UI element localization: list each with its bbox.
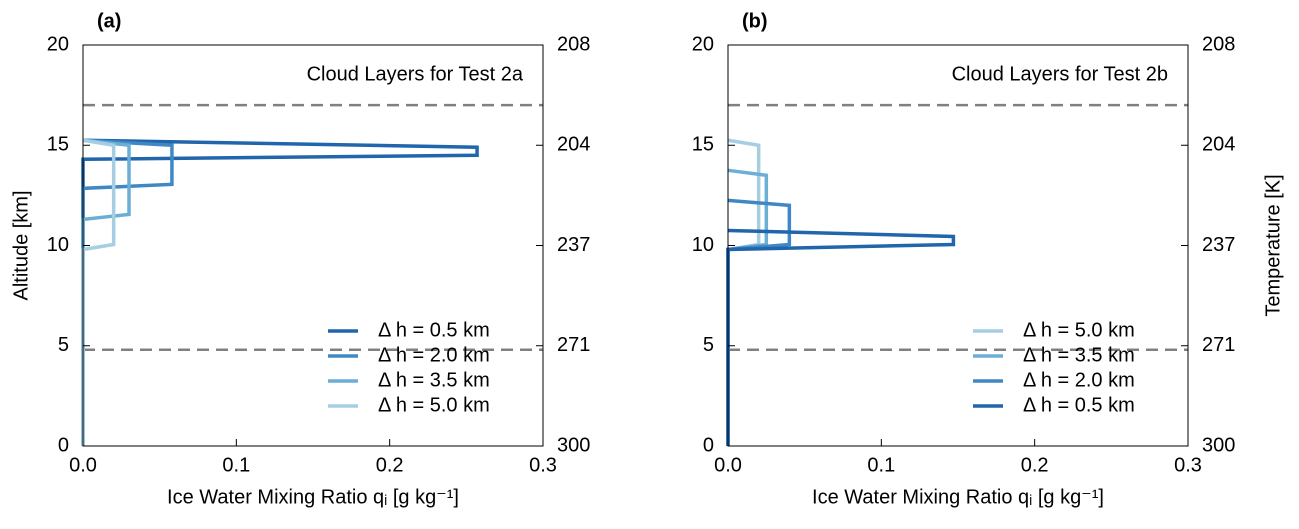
y-tick-label: 0 — [703, 434, 714, 456]
y-tick-label: 10 — [692, 234, 714, 256]
line — [726, 138, 761, 446]
x-tick-label: 0.3 — [529, 454, 557, 476]
panel-label: (b) — [742, 10, 768, 32]
x-tick-label: 0.3 — [1174, 454, 1202, 476]
x-tick-label: 0.0 — [69, 454, 97, 476]
y-tick-label: 15 — [692, 134, 714, 156]
x-axis-label: Ice Water Mixing Ratio qᵢ [g kg⁻¹] — [812, 486, 1104, 508]
line — [726, 228, 956, 446]
y2-tick-label: 300 — [1202, 434, 1235, 456]
legend-label: Δ h = 5.0 km — [378, 394, 490, 416]
x-tick-label: 0.0 — [714, 454, 742, 476]
legend-label: Δ h = 2.0 km — [1023, 369, 1135, 391]
x-axis-label: Ice Water Mixing Ratio qᵢ [g kg⁻¹] — [167, 486, 459, 508]
y-tick-label: 0 — [58, 434, 69, 456]
y-tick-label: 20 — [692, 33, 714, 55]
y-tick-label: 5 — [703, 334, 714, 356]
legend-label: Δ h = 3.5 km — [1023, 344, 1135, 366]
y2-tick-label: 271 — [557, 334, 590, 356]
panel-label: (a) — [97, 10, 121, 32]
x-tick-label: 0.2 — [376, 454, 404, 476]
y2-tick-label: 208 — [1202, 33, 1235, 55]
y2-tick-label: 271 — [1202, 334, 1235, 356]
y2-tick-label: 204 — [557, 134, 590, 156]
y2-tick-label: 237 — [557, 234, 590, 256]
annotation: Cloud Layers for Test 2a — [307, 63, 524, 85]
legend-label: Δ h = 3.5 km — [378, 369, 490, 391]
y2-tick-label: 208 — [557, 33, 590, 55]
y-tick-label: 10 — [47, 234, 69, 256]
legend-label: Δ h = 0.5 km — [378, 319, 490, 341]
y-tick-label: 5 — [58, 334, 69, 356]
x-tick-label: 0.2 — [1021, 454, 1049, 476]
y-axis-label: Altitude [km] — [10, 190, 32, 300]
annotation: Cloud Layers for Test 2b — [952, 63, 1168, 85]
y2-tick-label: 237 — [1202, 234, 1235, 256]
legend-label: Δ h = 0.5 km — [1023, 394, 1135, 416]
line — [726, 168, 769, 446]
x-tick-label: 0.1 — [867, 454, 895, 476]
y-tick-label: 15 — [47, 134, 69, 156]
y2-tick-label: 204 — [1202, 134, 1235, 156]
x-tick-label: 0.1 — [222, 454, 250, 476]
y-tick-label: 20 — [47, 33, 69, 55]
legend-label: Δ h = 2.0 km — [378, 344, 490, 366]
y2-axis-label: Temperature [K] — [1262, 174, 1284, 316]
legend-label: Δ h = 5.0 km — [1023, 319, 1135, 341]
y2-tick-label: 300 — [557, 434, 590, 456]
